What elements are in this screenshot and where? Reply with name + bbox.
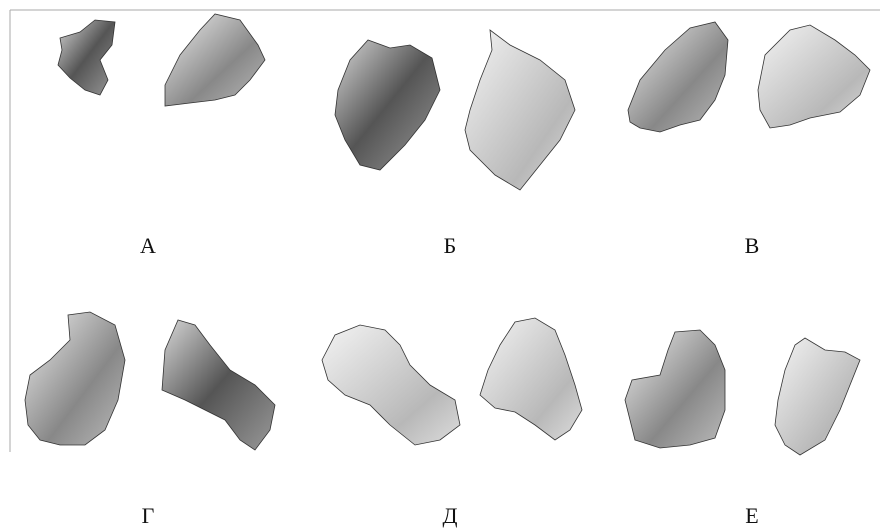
specimen-d2 [162,320,275,450]
specimen-a2 [165,14,265,106]
specimen-b2 [465,30,575,190]
figure: А Б В Г Д Е [0,0,880,530]
specimen-b1 [335,40,440,170]
specimen-e2 [480,318,582,440]
panel-label: Д [442,503,457,528]
specimen-c1 [628,22,728,132]
specimen-a1 [58,20,115,95]
specimen-f2 [775,338,860,455]
specimen-e1 [322,325,460,445]
panel-label: Б [444,233,457,258]
specimen-d1 [25,312,125,445]
panel-label: Е [745,503,758,528]
specimen-f1 [625,330,725,448]
panel-label: В [745,233,760,258]
page: А Б В Г Д Е (() => { const data = JSON.p… [0,0,880,530]
specimen-c2 [758,25,870,128]
panel-label: Г [142,503,155,528]
panel-label: А [140,233,156,258]
